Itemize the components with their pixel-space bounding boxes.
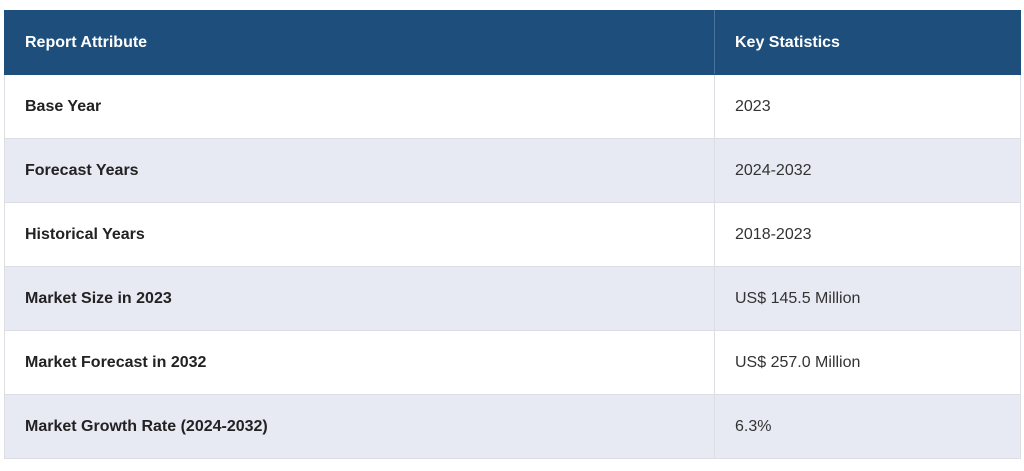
- report-attributes-table: Report Attribute Key Statistics Base Yea…: [4, 10, 1021, 459]
- table-row: Base Year 2023: [4, 74, 1021, 139]
- row-attribute: Forecast Years: [4, 138, 715, 203]
- row-value: US$ 257.0 Million: [714, 330, 1021, 395]
- header-key-statistics: Key Statistics: [714, 10, 1021, 75]
- row-value: US$ 145.5 Million: [714, 266, 1021, 331]
- row-attribute: Historical Years: [4, 202, 715, 267]
- table-row: Historical Years 2018-2023: [4, 202, 1021, 267]
- row-attribute: Market Size in 2023: [4, 266, 715, 331]
- row-value: 2018-2023: [714, 202, 1021, 267]
- table-row: Market Growth Rate (2024-2032) 6.3%: [4, 394, 1021, 459]
- report-attributes-table-container: Report Attribute Key Statistics Base Yea…: [4, 10, 1021, 459]
- row-value: 2024-2032: [714, 138, 1021, 203]
- header-report-attribute: Report Attribute: [4, 10, 715, 75]
- table-row: Market Forecast in 2032 US$ 257.0 Millio…: [4, 330, 1021, 395]
- table-header-row: Report Attribute Key Statistics: [4, 10, 1021, 75]
- row-value: 2023: [714, 74, 1021, 139]
- row-attribute: Base Year: [4, 74, 715, 139]
- table-row: Market Size in 2023 US$ 145.5 Million: [4, 266, 1021, 331]
- row-value: 6.3%: [714, 394, 1021, 459]
- row-attribute: Market Forecast in 2032: [4, 330, 715, 395]
- row-attribute: Market Growth Rate (2024-2032): [4, 394, 715, 459]
- table-row: Forecast Years 2024-2032: [4, 138, 1021, 203]
